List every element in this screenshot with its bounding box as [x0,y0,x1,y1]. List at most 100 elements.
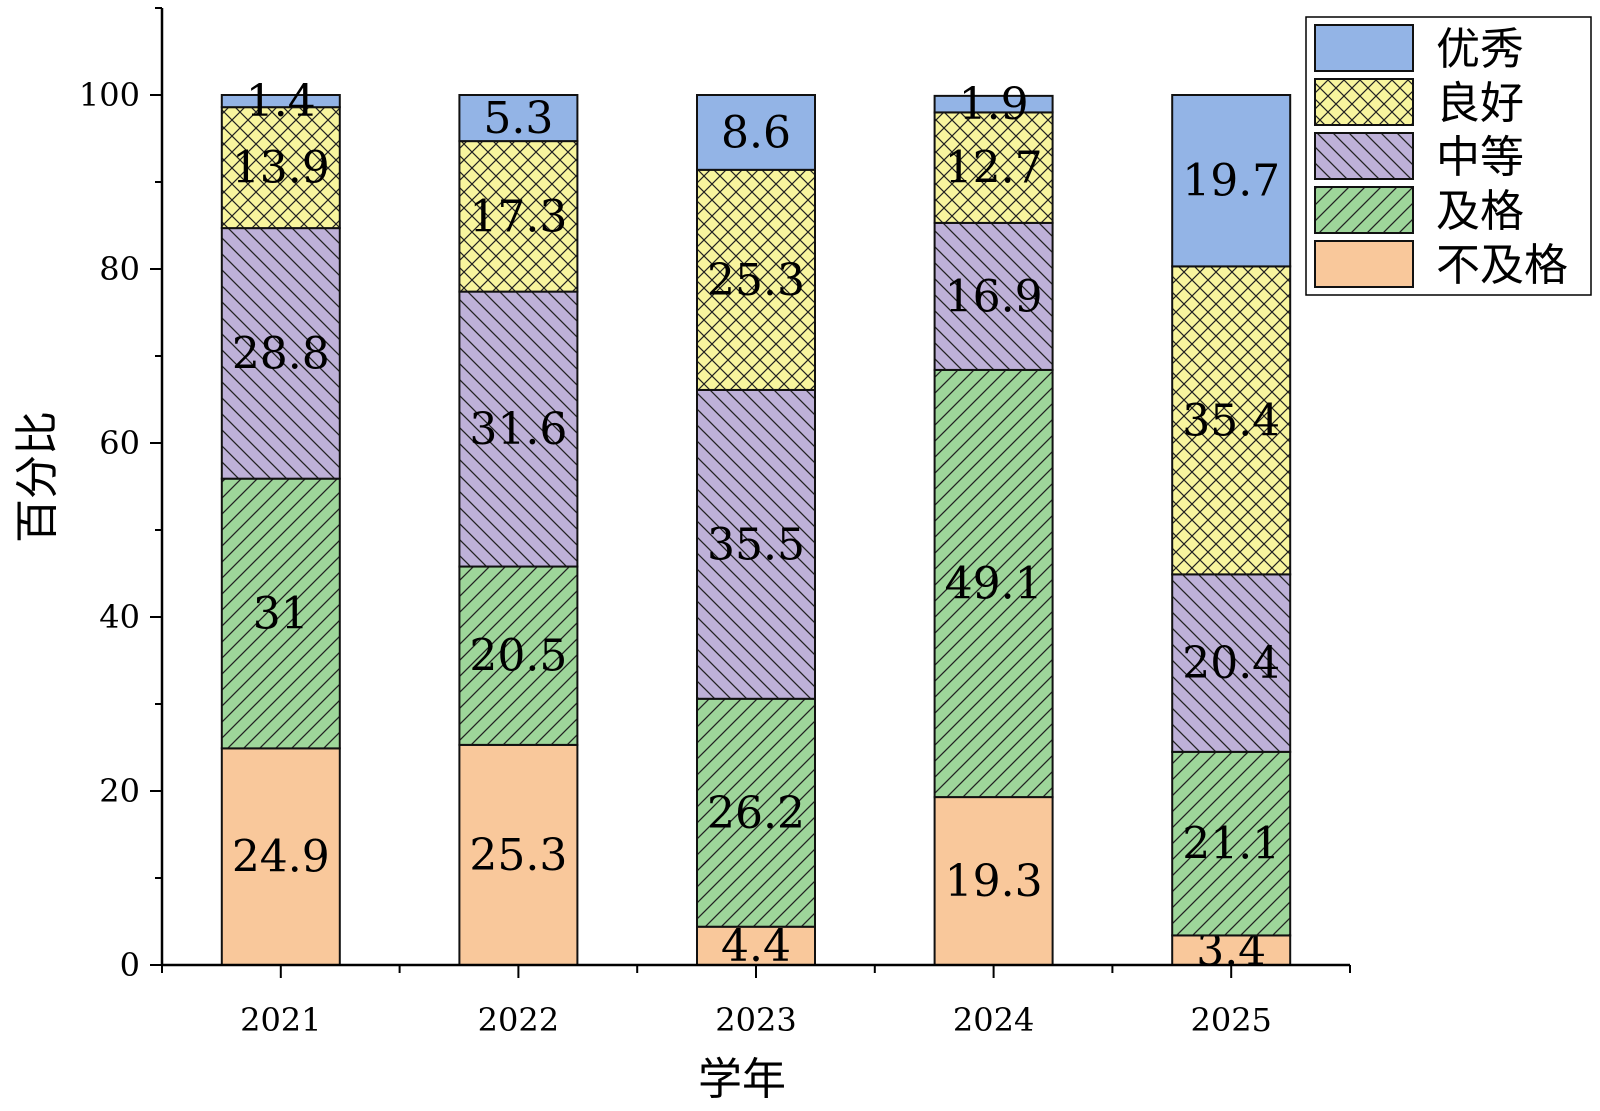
legend-swatch-outline [1314,186,1414,234]
bar-fill [459,95,578,142]
legend-swatch [1315,25,1413,71]
data-label: 12.7 [945,143,1043,194]
bar-segment-2022-中等: 31.6 [458,290,579,568]
x-tick-label: 2023 [715,1001,796,1039]
bar-segment-2022-良好: 17.3 [458,140,579,293]
bar-hatch [221,478,340,749]
data-label: 31 [253,589,309,640]
bar-hatch [697,169,815,390]
legend-label: 优秀 [1436,24,1524,75]
data-label: 1.9 [959,79,1029,130]
data-label: 1.4 [246,76,316,127]
bar-outline [458,94,579,143]
data-label: 4.4 [721,921,791,972]
bar-segment-2021-良好: 13.9 [220,106,341,230]
bar-fill [221,95,340,108]
data-label: 49.1 [945,559,1043,610]
legend-label: 中等 [1436,132,1524,183]
bar-fill [459,744,578,965]
bar-outline [1171,94,1292,268]
bar-outline [933,94,1054,114]
y-axis-title: 百分比 [12,411,63,543]
bar-fill [934,797,1053,965]
bar-hatch [1172,751,1291,936]
y-tick-label: 100 [79,76,140,114]
bar-outline [696,94,816,171]
x-axis-title: 学年 [698,1054,786,1105]
bar-segment-2024-优秀: 1.9 [933,79,1054,130]
bar-segment-2023-及格: 26.2 [696,697,816,928]
data-label: 17.3 [469,191,567,242]
legend-swatch-outline [1314,24,1414,72]
bar-segment-2023-中等: 35.5 [696,388,816,700]
y-tick-label: 40 [99,598,140,636]
data-label: 25.3 [707,255,805,306]
bar-fill [697,926,815,965]
bar-segment-2022-优秀: 5.3 [458,93,579,144]
bar-hatch [459,141,578,292]
data-label: 35.4 [1182,395,1280,446]
y-tick-label: 80 [99,250,140,288]
bar-segment-2022-不及格: 25.3 [458,743,579,967]
data-label: 26.2 [707,788,805,839]
data-label: 21.1 [1182,819,1280,870]
data-label: 31.6 [469,404,567,455]
bar-segment-2025-中等: 20.4 [1171,573,1292,753]
data-label: 8.6 [721,107,791,158]
legend-swatch-hatch [1315,133,1413,179]
bar-hatch [934,222,1053,370]
bar-segment-2024-良好: 12.7 [933,111,1054,224]
legend-swatch-hatch [1315,79,1413,125]
legend-swatch-hatch [1315,187,1413,233]
y-tick-label: 60 [99,424,140,462]
data-label: 19.3 [945,856,1043,907]
data-label: 25.3 [469,830,567,881]
bar-fill [1172,935,1291,965]
bar-segment-2025-优秀: 19.7 [1171,94,1292,268]
bar-fill [221,748,340,965]
bar-hatch [1172,574,1291,752]
data-label: 35.5 [707,519,805,570]
axes-layer: 0 20 40 60 80 100 2021 2022 2023 2024 2025 [79,7,1351,1039]
bar-segment-2024-及格: 49.1 [933,368,1054,799]
data-label: 13.9 [232,143,330,194]
bar-hatch [221,228,340,479]
bar-hatch [459,566,578,745]
bar-hatch [934,369,1053,798]
bar-segment-2023-优秀: 8.6 [696,94,816,171]
bar-hatch [459,291,578,567]
legend-item-良好: 良好 [1314,78,1524,129]
bar-segment-2021-中等: 28.8 [220,227,341,480]
bar-segment-2025-及格: 21.1 [1171,750,1292,937]
bar-hatch [1172,266,1291,575]
data-label: 20.4 [1182,638,1280,689]
legend-item-不及格: 不及格 [1314,240,1568,291]
bar-segment-2025-良好: 35.4 [1171,265,1292,576]
x-tick-label: 2025 [1190,1001,1271,1039]
data-label: 28.8 [232,328,330,379]
legend-label: 良好 [1436,78,1524,129]
x-tick-label: 2022 [478,1001,559,1039]
data-label: 24.9 [232,832,330,883]
y-tick-label: 0 [120,946,140,984]
bar-fill [1172,95,1291,267]
bar-segment-2021-优秀: 1.4 [220,76,341,127]
bar-segment-2024-不及格: 19.3 [933,796,1054,967]
data-label: 5.3 [483,93,553,144]
bar-hatch [221,107,340,229]
legend-swatch-outline [1314,78,1414,126]
legend-swatch-outline [1314,132,1414,180]
y-tick-label: 20 [99,772,140,810]
data-label: 16.9 [945,271,1043,322]
data-label: 20.5 [469,631,567,682]
bars-layer: 24.9 31 28.8 13.9 1.4 25.3 20.5 31.6 17.3 5.3 4.4 2… [220,76,1292,976]
legend-swatch-outline [1314,240,1414,288]
bar-fill [697,95,815,170]
legend-item-及格: 及格 [1314,186,1524,237]
bar-segment-2021-及格: 31 [220,477,341,750]
bar-outline [220,94,341,109]
x-tick-label: 2021 [240,1001,321,1039]
bar-segment-2023-良好: 25.3 [696,168,816,391]
